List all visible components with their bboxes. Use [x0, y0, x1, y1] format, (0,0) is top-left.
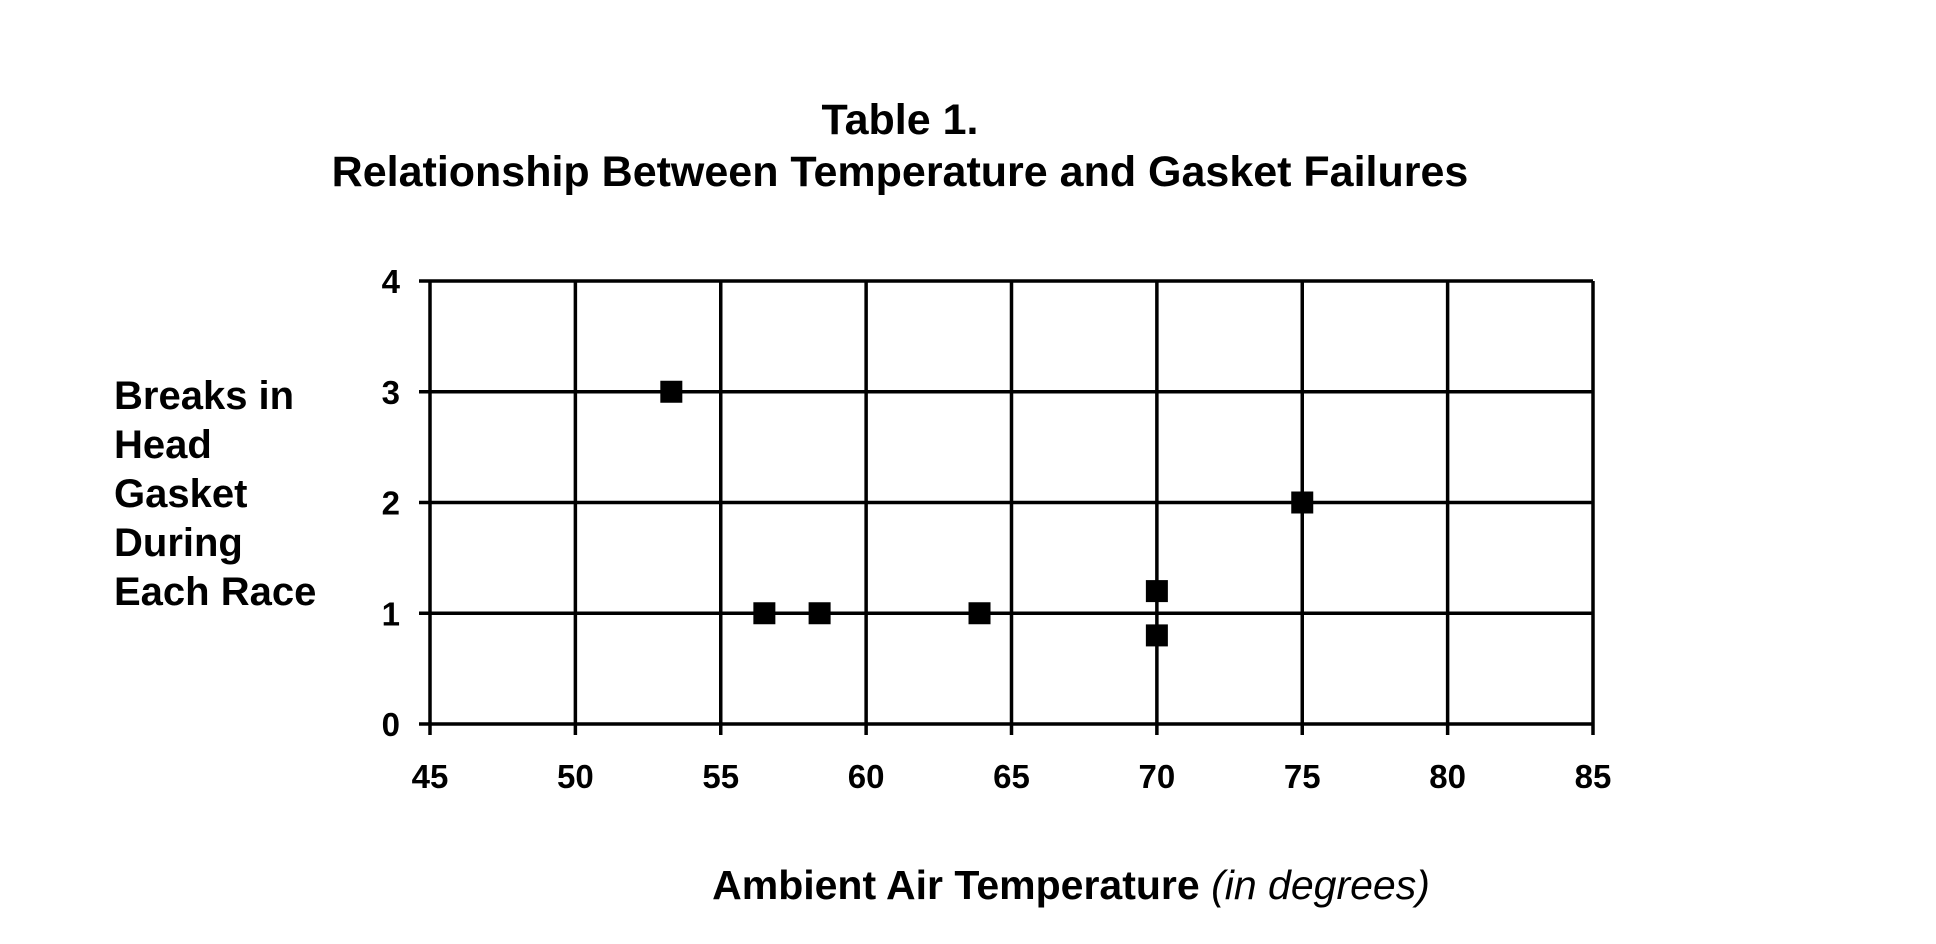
y-tick-label: 3	[382, 374, 400, 411]
y-axis-label-line-5: Each Race	[114, 570, 317, 614]
data-point-5	[1145, 580, 1168, 603]
x-tick-label: 45	[412, 758, 449, 795]
y-axis-ticks: 0 1 2 3 4	[382, 263, 401, 743]
y-axis-label-line-4: During	[114, 521, 243, 565]
y-axis-label-line-3: Gasket	[114, 472, 248, 516]
data-point-7	[1291, 491, 1314, 514]
x-tick-label: 70	[1139, 758, 1176, 795]
data-points	[660, 380, 1314, 647]
data-point-3	[808, 602, 831, 625]
x-tick-label: 50	[557, 758, 594, 795]
y-axis-label: Breaks in Head Gasket During Each Race	[114, 372, 316, 617]
x-axis-label-unit: (in degrees)	[1211, 862, 1430, 908]
chart-title: Table 1.	[821, 96, 979, 144]
x-tick-label: 75	[1284, 758, 1321, 795]
x-axis-label: Ambient Air Temperature (in degrees)	[0, 862, 1936, 909]
x-axis-label-text: Ambient Air Temperature	[712, 862, 1200, 908]
chart-subtitle: Relationship Between Temperature and Gas…	[331, 148, 1469, 196]
x-tick-label: 85	[1575, 758, 1612, 795]
x-tick-label: 55	[702, 758, 739, 795]
y-tick-label: 1	[382, 595, 400, 632]
y-tick-label: 2	[382, 485, 400, 522]
data-point-6	[1145, 624, 1168, 647]
x-tick-label: 65	[993, 758, 1030, 795]
y-tick-label: 0	[382, 706, 400, 743]
data-point-1	[660, 380, 683, 403]
y-axis-label-line-2: Head	[114, 423, 212, 467]
x-tick-label: 80	[1429, 758, 1466, 795]
x-tick-label: 60	[848, 758, 885, 795]
y-tick-label: 4	[382, 263, 401, 300]
data-point-4	[968, 602, 991, 625]
x-axis-ticks: 45 50 55 60 65 70 75 80 85	[412, 758, 1612, 795]
data-point-2	[753, 602, 776, 625]
grid-lines	[419, 279, 1595, 735]
y-axis-label-line-1: Breaks in	[114, 374, 295, 418]
